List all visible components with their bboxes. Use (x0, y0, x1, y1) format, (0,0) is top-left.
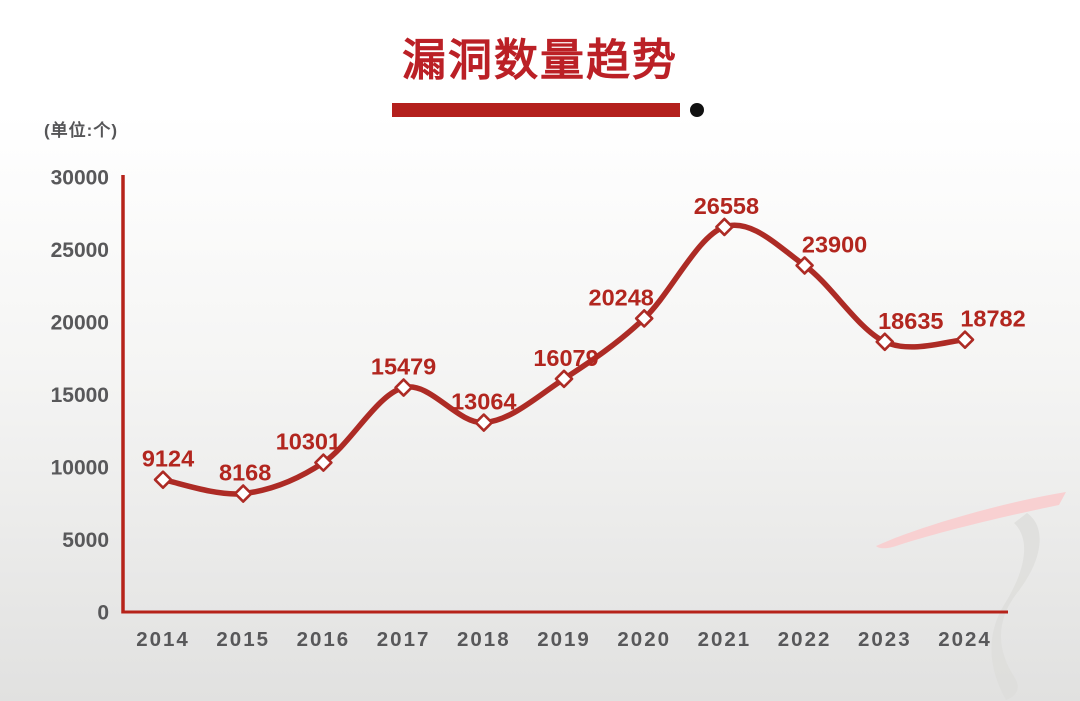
x-tick-label: 2019 (537, 628, 591, 651)
x-tick-label: 2014 (136, 628, 190, 651)
unit-label: (单位:个) (44, 121, 118, 140)
y-tick-label: 15000 (51, 384, 109, 407)
y-tick-label: 25000 (51, 239, 109, 262)
x-tick-label: 2024 (938, 628, 992, 651)
x-axis-labels: 2014 2015 2016 2017 2018 2019 2020 2021 2022 2023… (136, 628, 992, 651)
data-point-label: 26558 (694, 193, 759, 219)
axes (121, 175, 1008, 614)
data-point-label: 8168 (219, 460, 271, 486)
data-point-marker (634, 309, 654, 328)
title-underline-wrap (392, 102, 704, 118)
watermark-logo (876, 492, 1066, 700)
data-point-marker (715, 217, 734, 237)
data-point-marker (795, 256, 814, 275)
x-tick-label: 2015 (216, 628, 270, 651)
data-point-label: 9124 (142, 446, 194, 472)
data-point-marker (153, 470, 173, 490)
data-point-label: 23900 (802, 231, 867, 257)
title-underline-bar (392, 103, 680, 117)
data-point-marker (474, 413, 494, 432)
x-tick-label: 2020 (617, 628, 671, 651)
data-point-marker (955, 330, 975, 349)
data-point-marker (233, 484, 253, 503)
data-point-label: 18782 (960, 306, 1025, 332)
x-tick-label: 2023 (858, 628, 912, 651)
data-point-marker (314, 453, 333, 472)
x-tick-label: 2022 (778, 628, 832, 651)
data-point-label: 18635 (878, 308, 943, 334)
data-point-label: 16079 (533, 345, 598, 371)
data-point-label: 10301 (276, 429, 341, 455)
y-tick-label: 20000 (51, 312, 109, 335)
y-tick-label: 10000 (51, 457, 109, 480)
data-point-label: 15479 (371, 354, 436, 380)
y-tick-label: 5000 (62, 529, 109, 552)
x-tick-label: 2016 (297, 628, 351, 651)
data-point-label: 20248 (589, 284, 654, 310)
x-tick-label: 2018 (457, 628, 511, 651)
x-tick-label: 2017 (377, 628, 431, 651)
series-markers (153, 217, 975, 503)
x-tick-label: 2021 (698, 628, 752, 651)
y-tick-label: 0 (97, 602, 109, 625)
data-point-marker (554, 369, 574, 389)
data-point-marker (394, 378, 413, 397)
data-point-marker (875, 332, 895, 352)
y-axis-labels: 0 5000 10000 15000 20000 25000 30000 (51, 167, 109, 625)
title-dot (690, 103, 704, 117)
data-point-label: 13064 (451, 389, 516, 415)
y-tick-label: 30000 (51, 167, 109, 190)
